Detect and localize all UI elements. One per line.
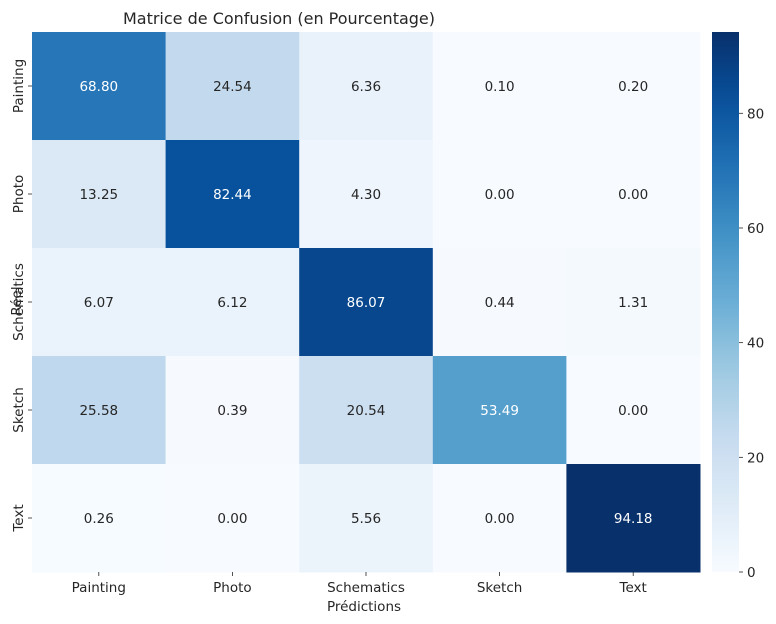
heatmap-cell xyxy=(32,464,167,573)
heatmap-cell xyxy=(165,140,300,249)
heatmap-cell xyxy=(165,356,300,465)
heatmap-cell xyxy=(566,356,701,465)
heatmap-value-label: 24.54 xyxy=(213,79,252,95)
y-tick-label: Schematics xyxy=(11,263,27,341)
heatmap-value-label: 0.44 xyxy=(485,295,515,311)
heatmap-cell xyxy=(32,140,167,249)
heatmap-value-label: 0.00 xyxy=(618,403,648,419)
heatmap-cell xyxy=(299,248,434,357)
heatmap-cell xyxy=(299,464,434,573)
heatmap-value-label: 82.44 xyxy=(213,187,252,203)
heatmap-value-label: 25.58 xyxy=(79,403,118,419)
heatmap-cell xyxy=(432,32,567,141)
heatmap-cells xyxy=(32,32,701,573)
heatmap-value-label: 68.80 xyxy=(79,79,118,95)
heatmap-value-label: 0.00 xyxy=(485,187,515,203)
heatmap-value-label: 0.10 xyxy=(485,79,515,95)
x-tick-label: Text xyxy=(619,580,647,596)
colorbar-tick-label: 80 xyxy=(747,106,764,122)
heatmap-value-label: 0.26 xyxy=(84,511,114,527)
heatmap-value-label: 86.07 xyxy=(347,295,386,311)
heatmap-value-label: 0.00 xyxy=(618,187,648,203)
heatmap-cell xyxy=(566,464,701,573)
x-axis-label: Prédictions xyxy=(327,599,401,615)
heatmap-cell xyxy=(165,32,300,141)
heatmap-cell xyxy=(432,140,567,249)
heatmap-value-label: 0.20 xyxy=(618,79,648,95)
heatmap-value-label: 20.54 xyxy=(347,403,386,419)
colorbar-tick-label: 20 xyxy=(747,450,764,466)
heatmap-cell xyxy=(432,356,567,465)
y-axis: Painting Photo Schematics Sketch Text xyxy=(11,59,32,533)
x-tick-label: Painting xyxy=(72,580,126,596)
y-axis-label: Réel xyxy=(9,286,25,315)
heatmap-cell xyxy=(165,464,300,573)
heatmap-value-label: 0.00 xyxy=(485,511,515,527)
colorbar-tick-label: 0 xyxy=(747,565,756,581)
x-tick-label: Photo xyxy=(213,580,252,596)
colorbar: 0 20 40 60 80 xyxy=(712,32,764,581)
heatmap-cell xyxy=(432,248,567,357)
heatmap-value-label: 0.39 xyxy=(217,403,247,419)
heatmap-cell xyxy=(432,464,567,573)
heatmap-cell xyxy=(566,248,701,357)
x-tick-label: Sketch xyxy=(477,580,522,596)
heatmap-value-label: 6.36 xyxy=(351,79,381,95)
heatmap-value-label: 0.00 xyxy=(217,511,247,527)
x-tick-label: Schematics xyxy=(327,580,405,596)
colorbar-gradient xyxy=(712,32,739,572)
heatmap-cell xyxy=(299,140,434,249)
colorbar-tick-label: 60 xyxy=(747,221,764,237)
heatmap-value-label: 6.12 xyxy=(217,295,247,311)
heatmap-value-label: 13.25 xyxy=(79,187,118,203)
heatmap-value-label: 5.56 xyxy=(351,511,381,527)
colorbar-tick-label: 40 xyxy=(747,336,764,352)
heatmap-cell xyxy=(32,248,167,357)
y-tick-label: Text xyxy=(11,504,27,532)
y-tick-label: Sketch xyxy=(11,387,27,432)
heatmap-value-label: 6.07 xyxy=(84,295,114,311)
heatmap-cell xyxy=(32,356,167,465)
chart-title: Matrice de Confusion (en Pourcentage) xyxy=(123,9,435,28)
heatmap-cell xyxy=(299,356,434,465)
heatmap-cell xyxy=(165,248,300,357)
heatmap-cell xyxy=(32,32,167,141)
heatmap-value-label: 94.18 xyxy=(614,511,653,527)
heatmap-value-label: 4.30 xyxy=(351,187,381,203)
heatmap-value-labels: 68.80 24.54 6.36 0.10 0.20 13.25 82.44 4.30 0.00… xyxy=(79,79,652,527)
heatmap-value-label: 53.49 xyxy=(480,403,519,419)
y-tick-label: Photo xyxy=(11,175,27,214)
heatmap-cell xyxy=(299,32,434,141)
x-axis: Painting Photo Schematics Sketch Text xyxy=(72,572,647,596)
y-tick-label: Painting xyxy=(11,59,27,113)
heatmap-cell xyxy=(566,140,701,249)
heatmap-cell xyxy=(566,32,701,141)
heatmap-value-label: 1.31 xyxy=(618,295,648,311)
